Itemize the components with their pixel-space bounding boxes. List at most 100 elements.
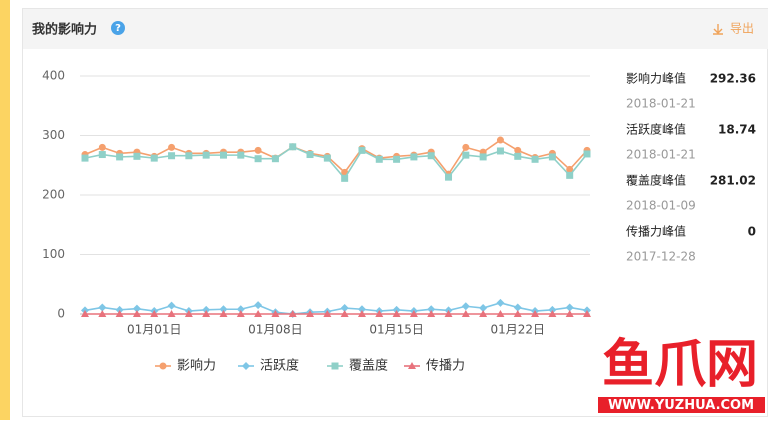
watermark-brand: 鱼爪网 xyxy=(602,335,758,395)
point xyxy=(357,310,366,317)
point xyxy=(202,310,211,317)
point xyxy=(393,155,401,163)
export-button[interactable]: 导出 xyxy=(730,22,754,36)
point xyxy=(375,310,384,317)
point xyxy=(219,305,228,314)
point xyxy=(340,310,349,317)
point xyxy=(358,146,366,154)
point xyxy=(565,310,574,317)
point xyxy=(565,303,574,312)
point xyxy=(531,155,539,163)
point xyxy=(427,152,435,160)
x-tick-label: 01月15日 xyxy=(369,323,424,337)
legend-label: 覆盖度 xyxy=(349,358,388,374)
point xyxy=(132,304,141,313)
point xyxy=(254,155,262,163)
export-icon[interactable] xyxy=(713,24,723,35)
point xyxy=(445,173,453,181)
stat-label: 覆盖度峰值 xyxy=(626,173,686,188)
point xyxy=(513,303,522,312)
point xyxy=(548,153,556,161)
point xyxy=(306,310,315,317)
point xyxy=(496,310,505,317)
point xyxy=(150,310,159,317)
point xyxy=(496,147,504,155)
stat-date: 2018-01-09 xyxy=(626,199,696,213)
stat-value: 281.02 xyxy=(710,174,756,188)
legend-label: 影响力 xyxy=(177,358,216,374)
stat-label: 传播力峰值 xyxy=(626,224,686,239)
x-tick-label: 01月01日 xyxy=(127,323,182,337)
point xyxy=(566,171,574,179)
point xyxy=(306,151,314,159)
point xyxy=(583,150,591,158)
stat-value: 0 xyxy=(748,225,756,239)
point xyxy=(236,305,245,314)
x-tick-label: 01月08日 xyxy=(248,323,303,337)
help-mark[interactable]: ? xyxy=(115,23,121,34)
stats: 影响力峰值 292.36 2018-01-21 活跃度峰值 18.74 2018-01-2… xyxy=(626,71,756,264)
point xyxy=(462,143,470,151)
side-strip xyxy=(0,0,10,420)
point xyxy=(479,310,488,317)
point xyxy=(427,305,436,314)
point xyxy=(236,310,245,317)
point xyxy=(461,302,470,311)
point xyxy=(444,310,453,317)
watermark-url: WWW.YUZHUA.COM xyxy=(608,398,754,413)
point xyxy=(116,153,124,161)
panel-title: 我的影响力 xyxy=(32,22,97,38)
point xyxy=(496,298,505,307)
point xyxy=(479,304,488,313)
point xyxy=(159,362,167,370)
stat-value: 18.74 xyxy=(718,123,756,137)
point xyxy=(461,310,470,317)
point xyxy=(202,305,211,314)
point xyxy=(392,305,401,314)
x-tick-label: 01月22日 xyxy=(490,323,545,337)
point xyxy=(357,305,366,314)
point xyxy=(150,154,158,162)
help-icon[interactable] xyxy=(111,21,125,35)
point xyxy=(514,146,522,154)
point xyxy=(237,151,245,159)
point xyxy=(323,310,332,317)
y-tick-label: 200 xyxy=(42,188,65,202)
point xyxy=(271,155,279,163)
legend-label: 传播力 xyxy=(426,359,465,374)
point xyxy=(341,174,349,182)
legend-label: 活跃度 xyxy=(260,358,299,374)
chart: 0 100 200 300 400 01月01日 01月08日 01月15日 01月22日影响力… xyxy=(42,69,591,374)
point xyxy=(242,362,250,370)
point xyxy=(115,305,124,314)
point xyxy=(167,301,176,310)
point xyxy=(408,362,416,369)
point xyxy=(98,151,106,159)
point xyxy=(323,154,331,162)
y-tick-label: 300 xyxy=(42,128,65,142)
point xyxy=(184,310,193,317)
stat-date: 2018-01-21 xyxy=(626,97,696,111)
point xyxy=(219,151,227,159)
point xyxy=(81,310,89,317)
point xyxy=(81,154,89,162)
stat-label: 活跃度峰值 xyxy=(626,122,686,137)
point xyxy=(254,146,262,154)
point xyxy=(548,310,557,317)
point xyxy=(98,310,107,317)
point xyxy=(98,303,107,312)
stat-date: 2018-01-21 xyxy=(626,148,696,162)
point xyxy=(410,153,418,161)
point xyxy=(331,362,339,370)
point xyxy=(513,310,522,317)
point xyxy=(271,310,280,317)
point xyxy=(254,310,263,317)
stat-label: 影响力峰值 xyxy=(626,71,686,86)
watermark-band xyxy=(598,397,765,413)
point xyxy=(202,151,210,159)
point xyxy=(132,310,141,317)
point xyxy=(340,304,349,313)
panel-header xyxy=(23,9,768,49)
point xyxy=(288,310,297,317)
point xyxy=(185,152,193,160)
